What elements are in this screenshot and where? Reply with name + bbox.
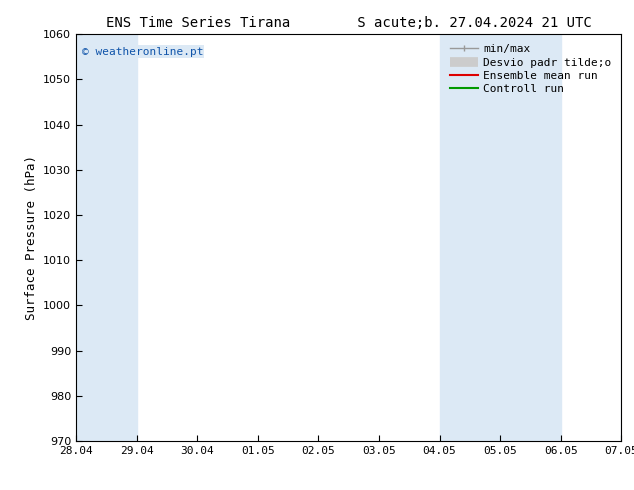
Bar <box>439 34 560 441</box>
Y-axis label: Surface Pressure (hPa): Surface Pressure (hPa) <box>25 155 37 320</box>
Bar <box>621 34 634 441</box>
Bar <box>76 34 137 441</box>
Legend: min/max, Desvio padr tilde;o, Ensemble mean run, Controll run: min/max, Desvio padr tilde;o, Ensemble m… <box>445 40 616 99</box>
Title: ENS Time Series Tirana        S acute;b. 27.04.2024 21 UTC: ENS Time Series Tirana S acute;b. 27.04.… <box>106 16 592 30</box>
Text: © weatheronline.pt: © weatheronline.pt <box>82 47 203 56</box>
